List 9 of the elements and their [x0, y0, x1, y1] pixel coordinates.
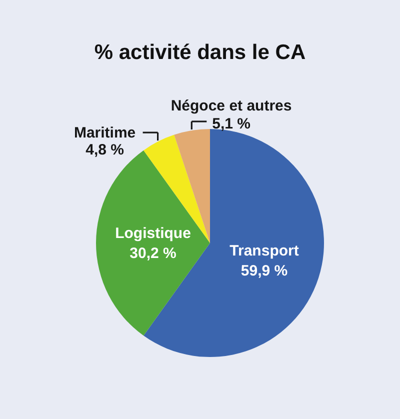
chart-title: % activité dans le CA [94, 41, 306, 64]
data-label: 4,8 % [86, 142, 124, 159]
slice-label: Logistique [115, 225, 191, 242]
slice-label: Maritime [74, 124, 136, 142]
slice-label: Négoce et autres [170, 97, 292, 114]
data-label: 5,1 % [212, 115, 250, 132]
data-label: 30,2 % [130, 245, 176, 262]
slice-label: Transport [230, 242, 299, 260]
data-label: 59,9 % [240, 262, 288, 280]
